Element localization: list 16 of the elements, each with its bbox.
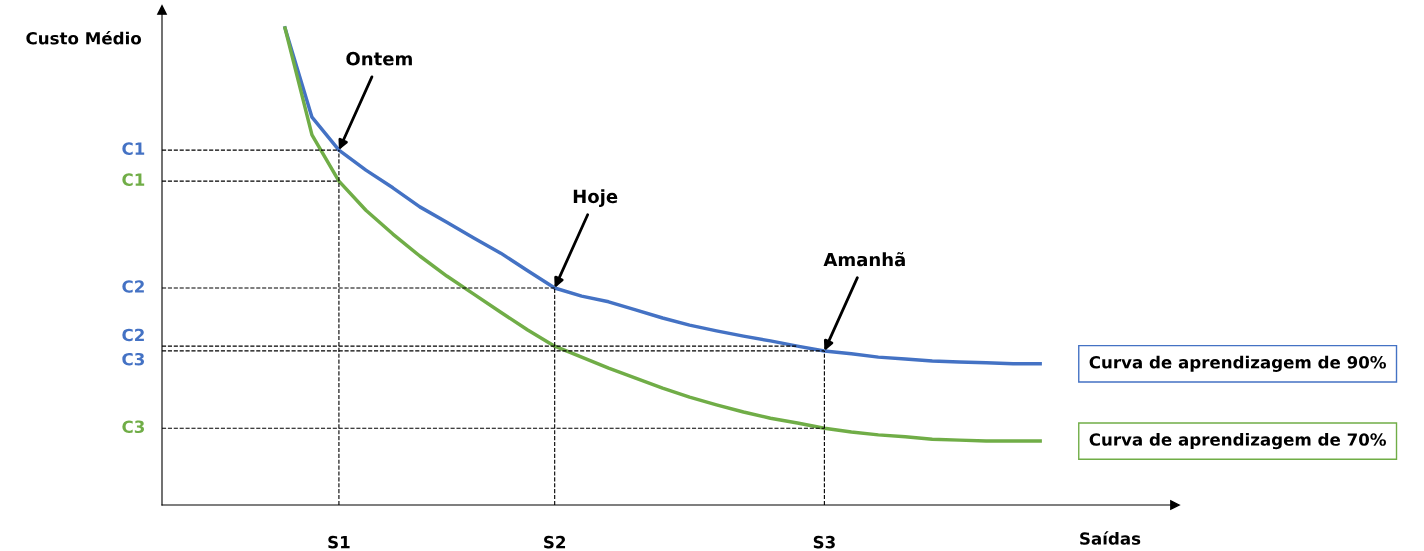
ref-line-label: C2 (122, 280, 144, 293)
ref-line-label: C1 (122, 173, 145, 186)
text: Curva de aprendizagem de 90% (1089, 355, 1386, 372)
x-tick-label: S3 (813, 535, 835, 549)
ref-line-label: C3 (122, 352, 145, 366)
x-axis-title: Saídas (1080, 531, 1141, 545)
x-tick-label: S1 (328, 535, 350, 549)
ref-line-label: C2 (122, 328, 144, 342)
text: Curva de aprendizagem de 70% (1089, 432, 1386, 450)
x-tick-label: S2 (544, 535, 566, 549)
annotation: Ontem (346, 51, 412, 66)
ref-line-label: C1 (122, 142, 145, 155)
annotation: Hoje (573, 189, 618, 207)
annotation: Amanhã (823, 252, 905, 267)
text: Custo Médio (26, 30, 142, 45)
ref-line-label: C3 (122, 420, 145, 434)
